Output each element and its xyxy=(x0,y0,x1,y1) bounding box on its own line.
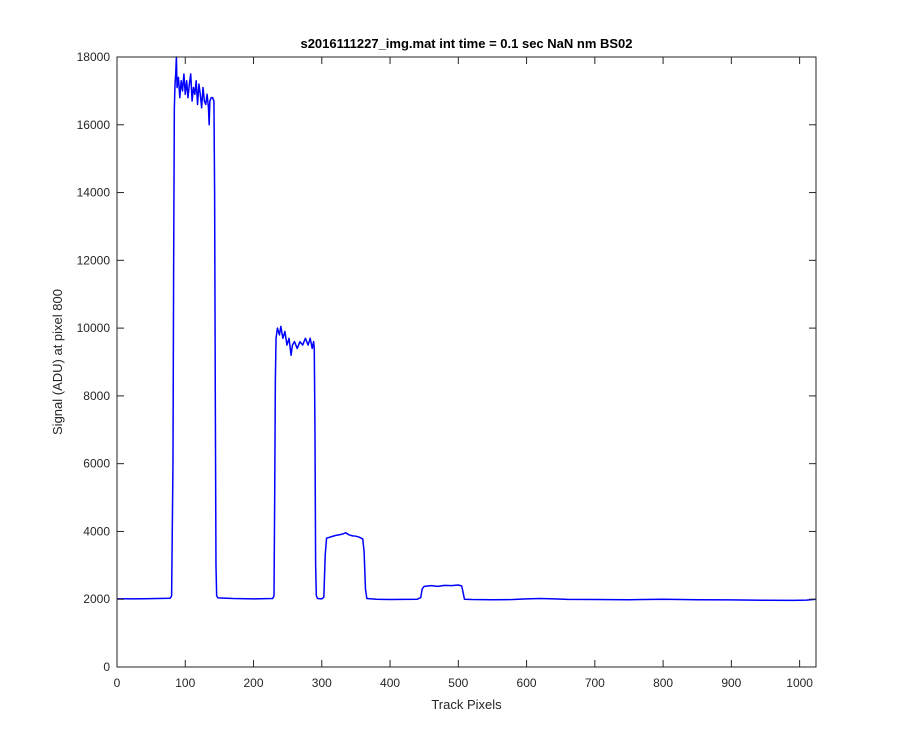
x-axis-label: Track Pixels xyxy=(431,697,502,712)
y-tick-label: 12000 xyxy=(77,253,111,267)
x-tick-label: 500 xyxy=(448,676,468,690)
x-tick-label: 300 xyxy=(312,676,332,690)
y-tick-label: 0 xyxy=(103,660,110,674)
y-tick-label: 18000 xyxy=(77,50,111,64)
y-axis-label: Signal (ADU) at pixel 800 xyxy=(50,289,65,435)
plot-background xyxy=(117,57,816,667)
y-tick-label: 4000 xyxy=(83,524,110,538)
chart-title: s2016111227_img.mat int time = 0.1 sec N… xyxy=(300,36,632,51)
y-tick-label: 14000 xyxy=(77,186,111,200)
x-tick-label: 700 xyxy=(585,676,605,690)
y-tick-label: 8000 xyxy=(83,389,110,403)
y-tick-label: 10000 xyxy=(77,321,111,335)
signal-series-line xyxy=(116,56,817,602)
x-tick-label: 1000 xyxy=(786,676,813,690)
y-tick-label: 6000 xyxy=(83,457,110,471)
x-tick-label: 400 xyxy=(380,676,400,690)
axes-layer xyxy=(116,56,817,668)
y-tick-label: 16000 xyxy=(77,118,111,132)
x-tick-label: 900 xyxy=(721,676,741,690)
ticks-layer: 0 100 200 300 400 500 600 700 800 900 100002000400… xyxy=(77,50,816,690)
plot-area xyxy=(117,57,816,667)
x-tick-label: 100 xyxy=(175,676,195,690)
x-tick-label: 800 xyxy=(653,676,673,690)
series-layer xyxy=(116,56,817,602)
x-tick-label: 200 xyxy=(244,676,264,690)
axes-box xyxy=(116,56,817,668)
x-tick-label: 600 xyxy=(517,676,537,690)
x-tick-label: 0 xyxy=(114,676,121,690)
y-tick-label: 2000 xyxy=(83,592,110,606)
